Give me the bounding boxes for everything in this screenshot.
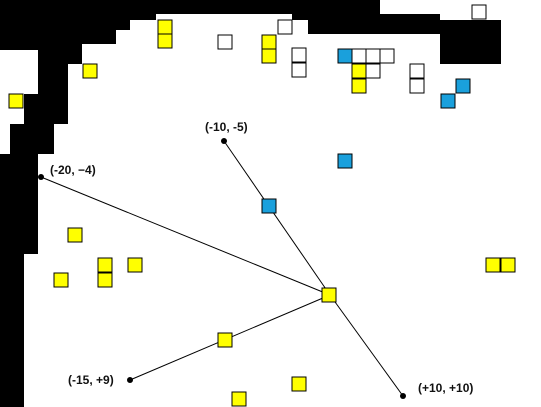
blue-tile bbox=[337, 48, 353, 64]
wall-block bbox=[38, 44, 82, 64]
coord-label-bottom-right: (+10, +10) bbox=[418, 381, 473, 395]
wall-block bbox=[308, 20, 501, 34]
wall-block bbox=[38, 64, 68, 94]
yellow-tile bbox=[82, 63, 98, 79]
empty-tile bbox=[409, 78, 425, 94]
empty-tile bbox=[351, 48, 367, 64]
blue-tile bbox=[261, 198, 277, 214]
blue-tile bbox=[455, 78, 471, 94]
yellow-tile bbox=[261, 34, 277, 50]
wall-block bbox=[0, 30, 116, 44]
coordinate-labels: (-10, -5) (-20, −4) (-15, +9) (+10, +10) bbox=[50, 120, 473, 395]
blue-tile bbox=[337, 153, 353, 169]
wall-block bbox=[0, 20, 130, 30]
ref-point-left bbox=[38, 174, 44, 180]
empty-tile bbox=[365, 63, 381, 79]
wall-block bbox=[292, 14, 440, 20]
yellow-tile bbox=[97, 272, 113, 288]
yellow-tile bbox=[97, 257, 113, 273]
wall-layer bbox=[0, 0, 501, 407]
ref-point-bottom-right bbox=[400, 393, 406, 399]
distance-line bbox=[40, 176, 331, 296]
wall-block bbox=[0, 0, 380, 14]
empty-tile bbox=[379, 48, 395, 64]
ref-point-top bbox=[221, 138, 227, 144]
blue-tile bbox=[440, 93, 456, 109]
yellow-tile bbox=[351, 63, 367, 79]
wall-block bbox=[0, 154, 38, 254]
ref-point-bottom-left bbox=[127, 377, 133, 383]
distance-lines bbox=[40, 140, 404, 397]
wall-block bbox=[24, 94, 68, 124]
yellow-tile bbox=[321, 287, 337, 303]
coord-label-bottom-left: (-15, +9) bbox=[68, 373, 114, 387]
yellow-tile bbox=[53, 272, 69, 288]
empty-tile bbox=[291, 62, 307, 78]
yellow-tile bbox=[67, 227, 83, 243]
empty-tile bbox=[291, 47, 307, 63]
wall-block bbox=[440, 34, 501, 64]
yellow-tile bbox=[261, 48, 277, 64]
yellow-tile bbox=[291, 376, 307, 392]
coord-label-left: (-20, −4) bbox=[50, 163, 96, 177]
tile-layer bbox=[8, 4, 516, 407]
yellow-tile bbox=[157, 19, 173, 35]
yellow-tile bbox=[351, 78, 367, 94]
coord-label-top: (-10, -5) bbox=[205, 120, 248, 134]
distance-line bbox=[329, 294, 404, 397]
yellow-tile bbox=[217, 332, 233, 348]
yellow-tile bbox=[500, 257, 516, 273]
yellow-tile bbox=[8, 93, 24, 109]
wall-block bbox=[0, 14, 156, 20]
empty-tile bbox=[471, 4, 487, 20]
yellow-tile bbox=[127, 257, 143, 273]
wall-block bbox=[0, 44, 38, 50]
wall-block bbox=[0, 254, 24, 407]
wall-block bbox=[10, 124, 54, 154]
empty-tile bbox=[409, 63, 425, 79]
yellow-tile bbox=[485, 257, 501, 273]
empty-tile bbox=[217, 34, 233, 50]
yellow-tile bbox=[231, 391, 247, 407]
reference-points bbox=[38, 138, 406, 399]
yellow-tile bbox=[157, 33, 173, 49]
distance-line bbox=[223, 140, 331, 296]
empty-tile bbox=[277, 19, 293, 35]
empty-tile bbox=[365, 48, 381, 64]
